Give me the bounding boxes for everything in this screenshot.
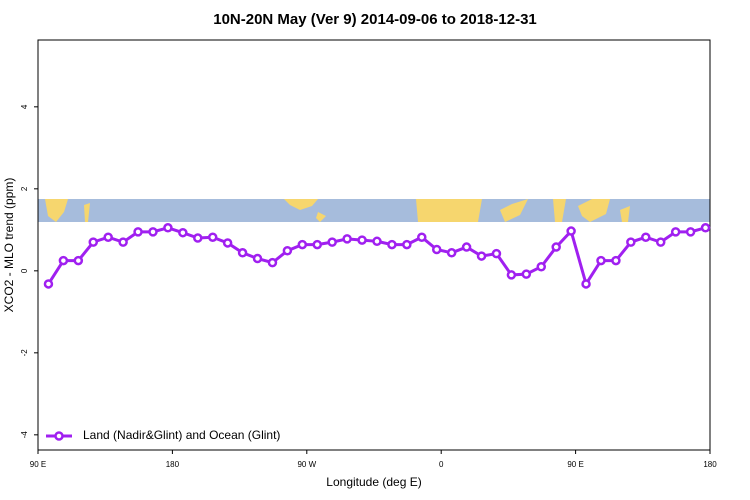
x-tick-label: 90 W: [297, 460, 316, 469]
data-point: [641, 232, 651, 242]
x-tick-label: 180: [703, 460, 717, 469]
x-tick-label: 180: [166, 460, 180, 469]
data-point: [207, 232, 218, 242]
legend-marker: [54, 431, 64, 441]
data-point: [670, 227, 681, 237]
data-point: [431, 244, 442, 255]
legend-label: Land (Nadir&Glint) and Ocean (Glint): [83, 428, 280, 442]
x-axis-label: Longitude (deg E): [326, 475, 421, 489]
y-tick-label: 0: [20, 268, 29, 273]
data-point: [476, 251, 487, 261]
data-point: [103, 232, 113, 242]
data-point: [148, 227, 158, 237]
y-tick-label: 4: [20, 104, 29, 109]
data-point: [237, 248, 248, 258]
y-tick-label: -2: [20, 349, 29, 357]
x-tick-label: 0: [439, 460, 444, 469]
y-tick-label: 2: [20, 186, 29, 191]
data-point: [402, 239, 412, 250]
data-point: [685, 227, 696, 237]
data-point: [88, 237, 99, 247]
data-point: [357, 235, 367, 245]
data-point: [372, 236, 382, 247]
data-point: [626, 237, 636, 247]
x-tick-label: 90 E: [30, 460, 46, 469]
x-tick-label: 90 E: [567, 460, 583, 469]
series-line: [47, 226, 706, 288]
data-point: [133, 227, 143, 237]
data-point: [417, 232, 427, 242]
map-strip: [38, 199, 710, 222]
y-axis-label: XCO2 - MLO trend (ppm): [2, 178, 16, 313]
data-point: [506, 270, 517, 280]
chart-title: 10N-20N May (Ver 9) 2014-09-06 to 2018-1…: [213, 11, 537, 28]
data-point: [342, 234, 352, 244]
data-point: [163, 223, 173, 233]
data-point: [222, 238, 233, 248]
plot-frame: [37, 39, 711, 451]
data-point: [551, 242, 561, 252]
data-point: [566, 226, 576, 236]
data-point: [491, 248, 502, 259]
data-point: [461, 242, 472, 252]
data-point: [521, 269, 532, 279]
data-point: [297, 239, 308, 250]
data-point: [581, 279, 591, 289]
data-point: [655, 237, 666, 247]
data-point: [387, 239, 397, 250]
data-point: [58, 255, 69, 266]
data-point: [312, 239, 323, 250]
data-point: [536, 261, 547, 272]
data-point: [193, 233, 203, 243]
data-point: [73, 255, 84, 266]
data-point: [282, 245, 293, 256]
data-point: [118, 237, 128, 247]
data-point: [43, 279, 54, 289]
data-point: [252, 253, 263, 264]
data-point: [327, 237, 337, 247]
data-point: [611, 255, 621, 266]
data-point: [178, 227, 188, 238]
data-point: [700, 223, 711, 233]
data-point: [596, 255, 606, 266]
data-point: [267, 257, 278, 268]
data-point: [446, 248, 457, 258]
y-tick-label: -4: [20, 431, 29, 439]
